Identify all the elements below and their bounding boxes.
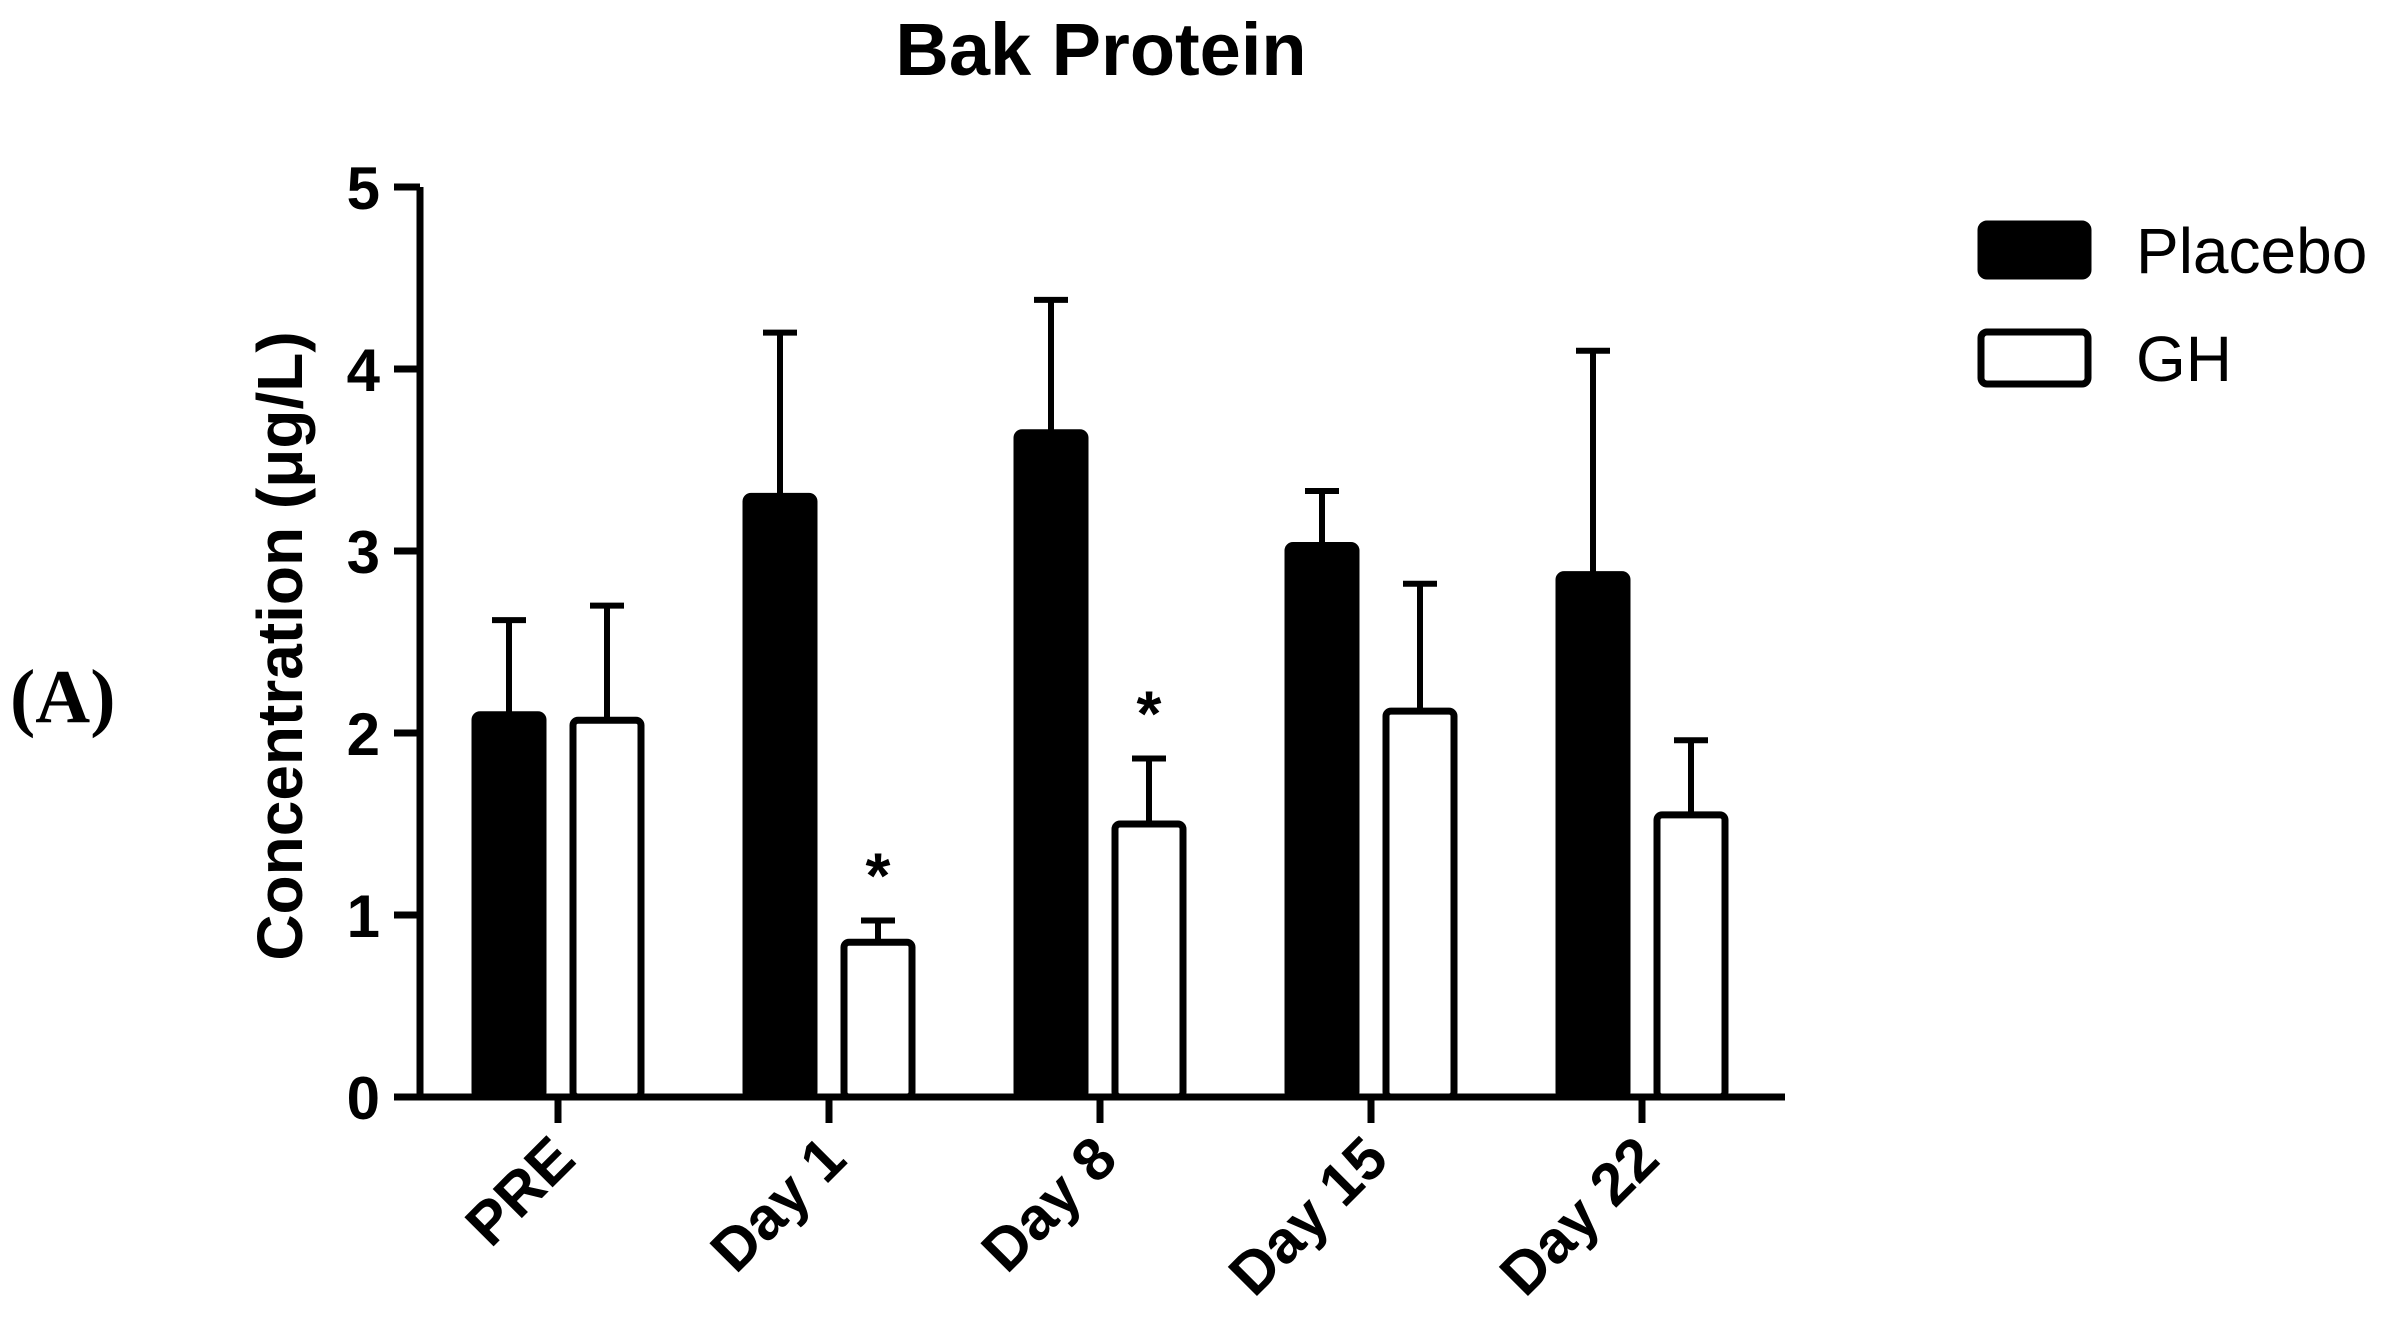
- legend-swatch-placebo: [1977, 220, 2092, 280]
- chart-title: Bak Protein: [895, 8, 1306, 91]
- legend-swatch-gh: [1977, 328, 2092, 388]
- significance-marker-day-8: *: [1137, 677, 1162, 749]
- bar-placebo-day-1: [742, 492, 818, 1101]
- bar-gh-day-15: [1382, 707, 1458, 1101]
- bar-placebo-day-8: [1013, 429, 1089, 1101]
- x-tick-label-pre: PRE: [453, 1124, 588, 1259]
- x-tick-label-day-8: Day 8: [969, 1124, 1130, 1285]
- y-axis-label: Concentration (μg/L): [244, 331, 316, 960]
- significance-marker-day-1: *: [866, 839, 891, 911]
- legend-item-gh: GH: [1977, 323, 2232, 395]
- plot-area: 0 1 2 3 4 5 PRE Day 1 Day 8 Day 15 Day 22 * *: [347, 155, 1785, 1308]
- legend-label-gh: GH: [2136, 323, 2232, 395]
- x-tick-label-day-22: Day 22: [1487, 1124, 1671, 1308]
- legend-item-placebo: Placebo: [1977, 215, 2367, 287]
- bar-placebo-day-22: [1555, 571, 1631, 1101]
- bar-placebo-day-15: [1284, 542, 1360, 1101]
- bar-gh-pre: [569, 716, 645, 1101]
- bar-gh-day-8: [1111, 820, 1187, 1101]
- x-tick-label-day-15: Day 15: [1216, 1124, 1400, 1308]
- y-tick-label-3: 3: [347, 519, 380, 586]
- legend-label-placebo: Placebo: [2136, 215, 2367, 287]
- x-tick-label-day-1: Day 1: [698, 1124, 859, 1285]
- legend: Placebo GH: [1977, 215, 2367, 395]
- y-tick-label-4: 4: [347, 337, 381, 404]
- bar-placebo-pre: [471, 711, 547, 1101]
- panel-label: (A): [10, 655, 116, 739]
- y-tick-label-5: 5: [347, 155, 380, 222]
- bar-gh-day-1: [840, 938, 916, 1101]
- bar-gh-day-22: [1653, 811, 1729, 1101]
- y-tick-label-1: 1: [347, 883, 380, 950]
- y-tick-label-0: 0: [347, 1065, 380, 1132]
- y-tick-label-2: 2: [347, 701, 380, 768]
